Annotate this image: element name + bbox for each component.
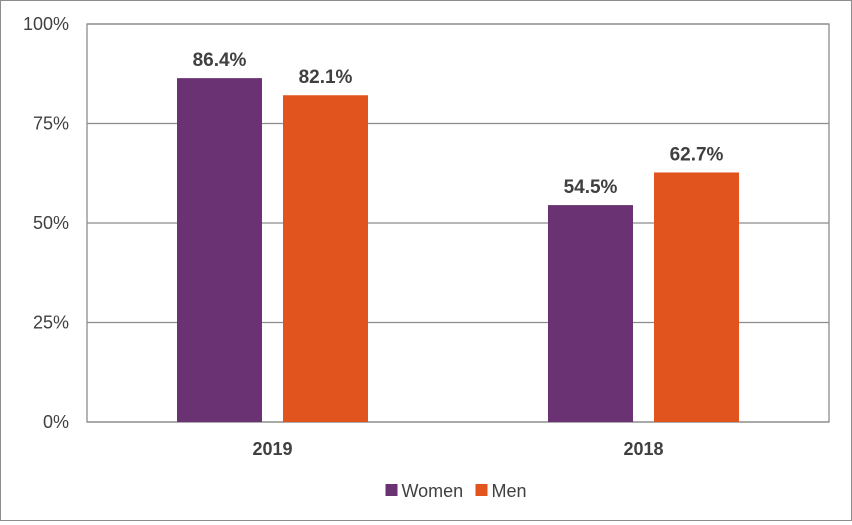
x-category-label: 2019 [252,439,292,459]
y-tick-label: 50% [33,213,69,233]
category-labels: 2019 2018 [252,439,663,459]
data-labels: 86.4% 82.1% 54.5% 62.7% [193,50,724,198]
plot-area-border [86,23,830,423]
bars [177,78,739,423]
y-tick-label: 100% [23,14,69,34]
bar-men-2019 [283,95,368,422]
data-label: 86.4% [193,50,247,71]
y-tick-label: 75% [33,114,69,134]
legend-label-men: Men [492,481,527,501]
data-label: 62.7% [670,144,724,165]
y-tick-label: 25% [33,313,69,333]
bar-women-2019 [177,78,262,423]
bar-women-2018 [548,205,633,422]
x-category-label: 2018 [623,439,663,459]
legend: Women Men [385,481,527,501]
y-tick-label: 0% [43,412,69,432]
legend-swatch-men [475,484,488,496]
legend-swatch-women [385,484,398,496]
data-label: 82.1% [299,67,353,88]
y-axis-ticks: 0% 25% 50% 75% 100% [23,14,69,432]
data-label: 54.5% [564,177,618,198]
legend-label-women: Women [402,481,464,501]
bar-men-2018 [654,172,739,422]
